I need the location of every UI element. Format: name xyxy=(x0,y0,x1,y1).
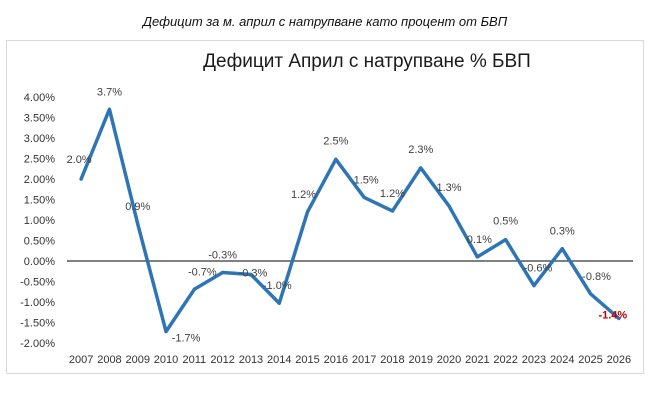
x-tick-label: 2026 xyxy=(607,354,631,366)
x-tick-label: 2024 xyxy=(550,354,574,366)
chart-title: Дефицит Април с натрупване % БВП xyxy=(203,51,531,72)
x-tick-label: 2012 xyxy=(210,354,234,366)
data-point xyxy=(504,238,507,241)
data-label: 0.5% xyxy=(493,216,518,228)
data-label: 0.9% xyxy=(125,201,150,213)
y-tick-label: 2.50% xyxy=(24,154,55,166)
data-label: 2.5% xyxy=(323,135,348,147)
x-tick-label: 2020 xyxy=(437,354,461,366)
x-tick-label: 2008 xyxy=(97,354,121,366)
data-label: 1.2% xyxy=(291,189,316,201)
y-tick-label: 0.00% xyxy=(24,256,55,268)
data-point xyxy=(476,255,479,258)
data-label: 3.7% xyxy=(97,86,122,98)
data-label: 1.3% xyxy=(437,182,462,194)
data-point xyxy=(108,108,111,111)
x-tick-label: 2019 xyxy=(409,354,433,366)
x-tick-label: 2022 xyxy=(493,354,517,366)
data-point xyxy=(589,292,592,295)
data-label: 1.2% xyxy=(380,188,405,200)
data-point xyxy=(306,210,309,213)
data-label: -0.3% xyxy=(208,249,237,261)
data-label: -0.6% xyxy=(524,263,553,275)
y-tick-label: 4.00% xyxy=(24,92,55,104)
y-tick-label: -2.00% xyxy=(20,338,55,350)
y-tick-label: -0.50% xyxy=(20,277,55,289)
x-tick-label: 2023 xyxy=(522,354,546,366)
y-tick-label: 2.00% xyxy=(24,174,55,186)
y-tick-label: -1.50% xyxy=(20,318,55,330)
x-tick-label: 2017 xyxy=(352,354,376,366)
data-point xyxy=(193,288,196,291)
data-label: 2.0% xyxy=(67,154,92,166)
data-label: 0.1% xyxy=(467,234,492,246)
data-point xyxy=(136,223,139,226)
x-tick-label: 2014 xyxy=(267,354,291,366)
data-label: 1.5% xyxy=(354,174,379,186)
y-tick-label: 1.50% xyxy=(24,195,55,207)
y-tick-label: 0.50% xyxy=(24,236,55,248)
x-tick-label: 2013 xyxy=(239,354,263,366)
x-tick-label: 2018 xyxy=(380,354,404,366)
y-tick-label: 3.50% xyxy=(24,113,55,125)
x-tick-label: 2009 xyxy=(126,354,150,366)
data-point xyxy=(363,196,366,199)
x-tick-label: 2010 xyxy=(154,354,178,366)
data-label: 0.3% xyxy=(550,226,575,238)
y-tick-label: -1.00% xyxy=(20,297,55,309)
data-point xyxy=(391,209,394,212)
x-tick-label: 2011 xyxy=(183,354,207,366)
data-point xyxy=(80,177,83,180)
series-line xyxy=(81,109,619,331)
data-point xyxy=(334,158,337,161)
data-label: -0.8% xyxy=(582,271,611,283)
chart-caption: Дефицит за м. април с натрупване като пр… xyxy=(0,14,650,29)
line-chart: Дефицит Април с натрупване % БВП 4.00% 3.… xyxy=(7,41,643,373)
data-label: -1.0% xyxy=(263,280,292,292)
data-point xyxy=(278,302,281,305)
data-label: -0.7% xyxy=(188,266,217,278)
y-tick-label: 1.00% xyxy=(24,215,55,227)
x-tick-label: 2016 xyxy=(324,354,348,366)
data-point xyxy=(447,204,450,207)
data-point xyxy=(561,247,564,250)
x-tick-label: 2007 xyxy=(69,354,93,366)
data-label: 2.3% xyxy=(408,144,433,156)
data-point xyxy=(532,284,535,287)
data-labels: 2.0%3.7%0.9%-1.7%-0.7%-0.3%-0.3%-1.0%1.2… xyxy=(67,86,628,344)
data-label: -1.4% xyxy=(598,309,627,321)
y-axis-ticks: 4.00% 3.50% 3.00% 2.50% 2.00% 1.50% 1.00% 0.50%… xyxy=(20,92,55,350)
data-point xyxy=(164,330,167,333)
x-tick-label: 2021 xyxy=(465,354,489,366)
data-label: -1.7% xyxy=(172,333,201,345)
x-axis-ticks: 2007 2008 2009 2010 2011 2012 2013 2014 2015 2016… xyxy=(69,354,631,366)
x-tick-label: 2015 xyxy=(295,354,319,366)
chart-container: Дефицит Април с натрупване % БВП 4.00% 3.… xyxy=(6,40,644,374)
data-points xyxy=(80,108,621,333)
data-point xyxy=(419,166,422,169)
data-point xyxy=(221,271,224,274)
x-tick-label: 2025 xyxy=(578,354,602,366)
y-tick-label: 3.00% xyxy=(24,133,55,145)
data-label: -0.3% xyxy=(239,268,268,280)
